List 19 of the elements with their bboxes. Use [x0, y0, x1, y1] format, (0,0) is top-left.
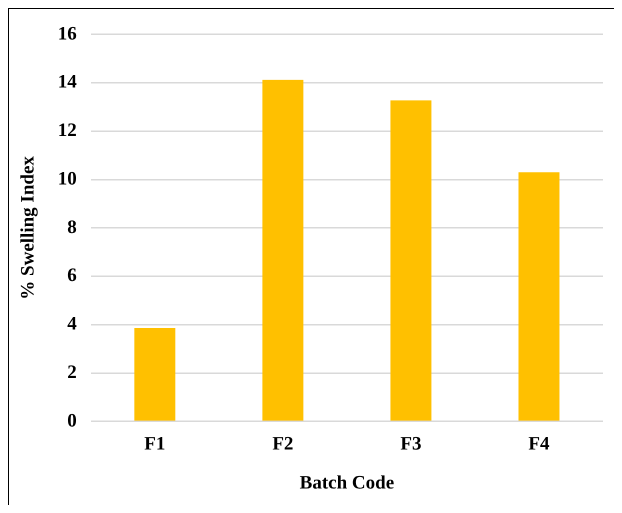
x-tick-label: F1	[144, 434, 166, 455]
bar	[134, 328, 176, 421]
x-tick-label: F2	[272, 434, 294, 455]
y-tick-label: 14	[58, 72, 78, 93]
y-tick-label: 8	[67, 216, 77, 238]
y-tick-label: 2	[67, 362, 77, 383]
y-tick-label: 6	[67, 265, 77, 286]
x-axis-title: Batch Code	[300, 472, 394, 494]
y-axis-title: % Swelling Index	[17, 156, 38, 300]
y-tick-label: 4	[67, 314, 78, 335]
bar	[390, 100, 432, 421]
y-tick-label: 10	[58, 168, 77, 190]
x-tick-label: F4	[528, 434, 550, 455]
y-tick-label: 16	[58, 23, 77, 44]
y-tick-label: 0	[67, 410, 77, 432]
y-tick-label: 12	[58, 120, 77, 142]
x-tick-label: F3	[400, 434, 422, 455]
bar	[262, 80, 304, 421]
bar	[518, 172, 560, 421]
